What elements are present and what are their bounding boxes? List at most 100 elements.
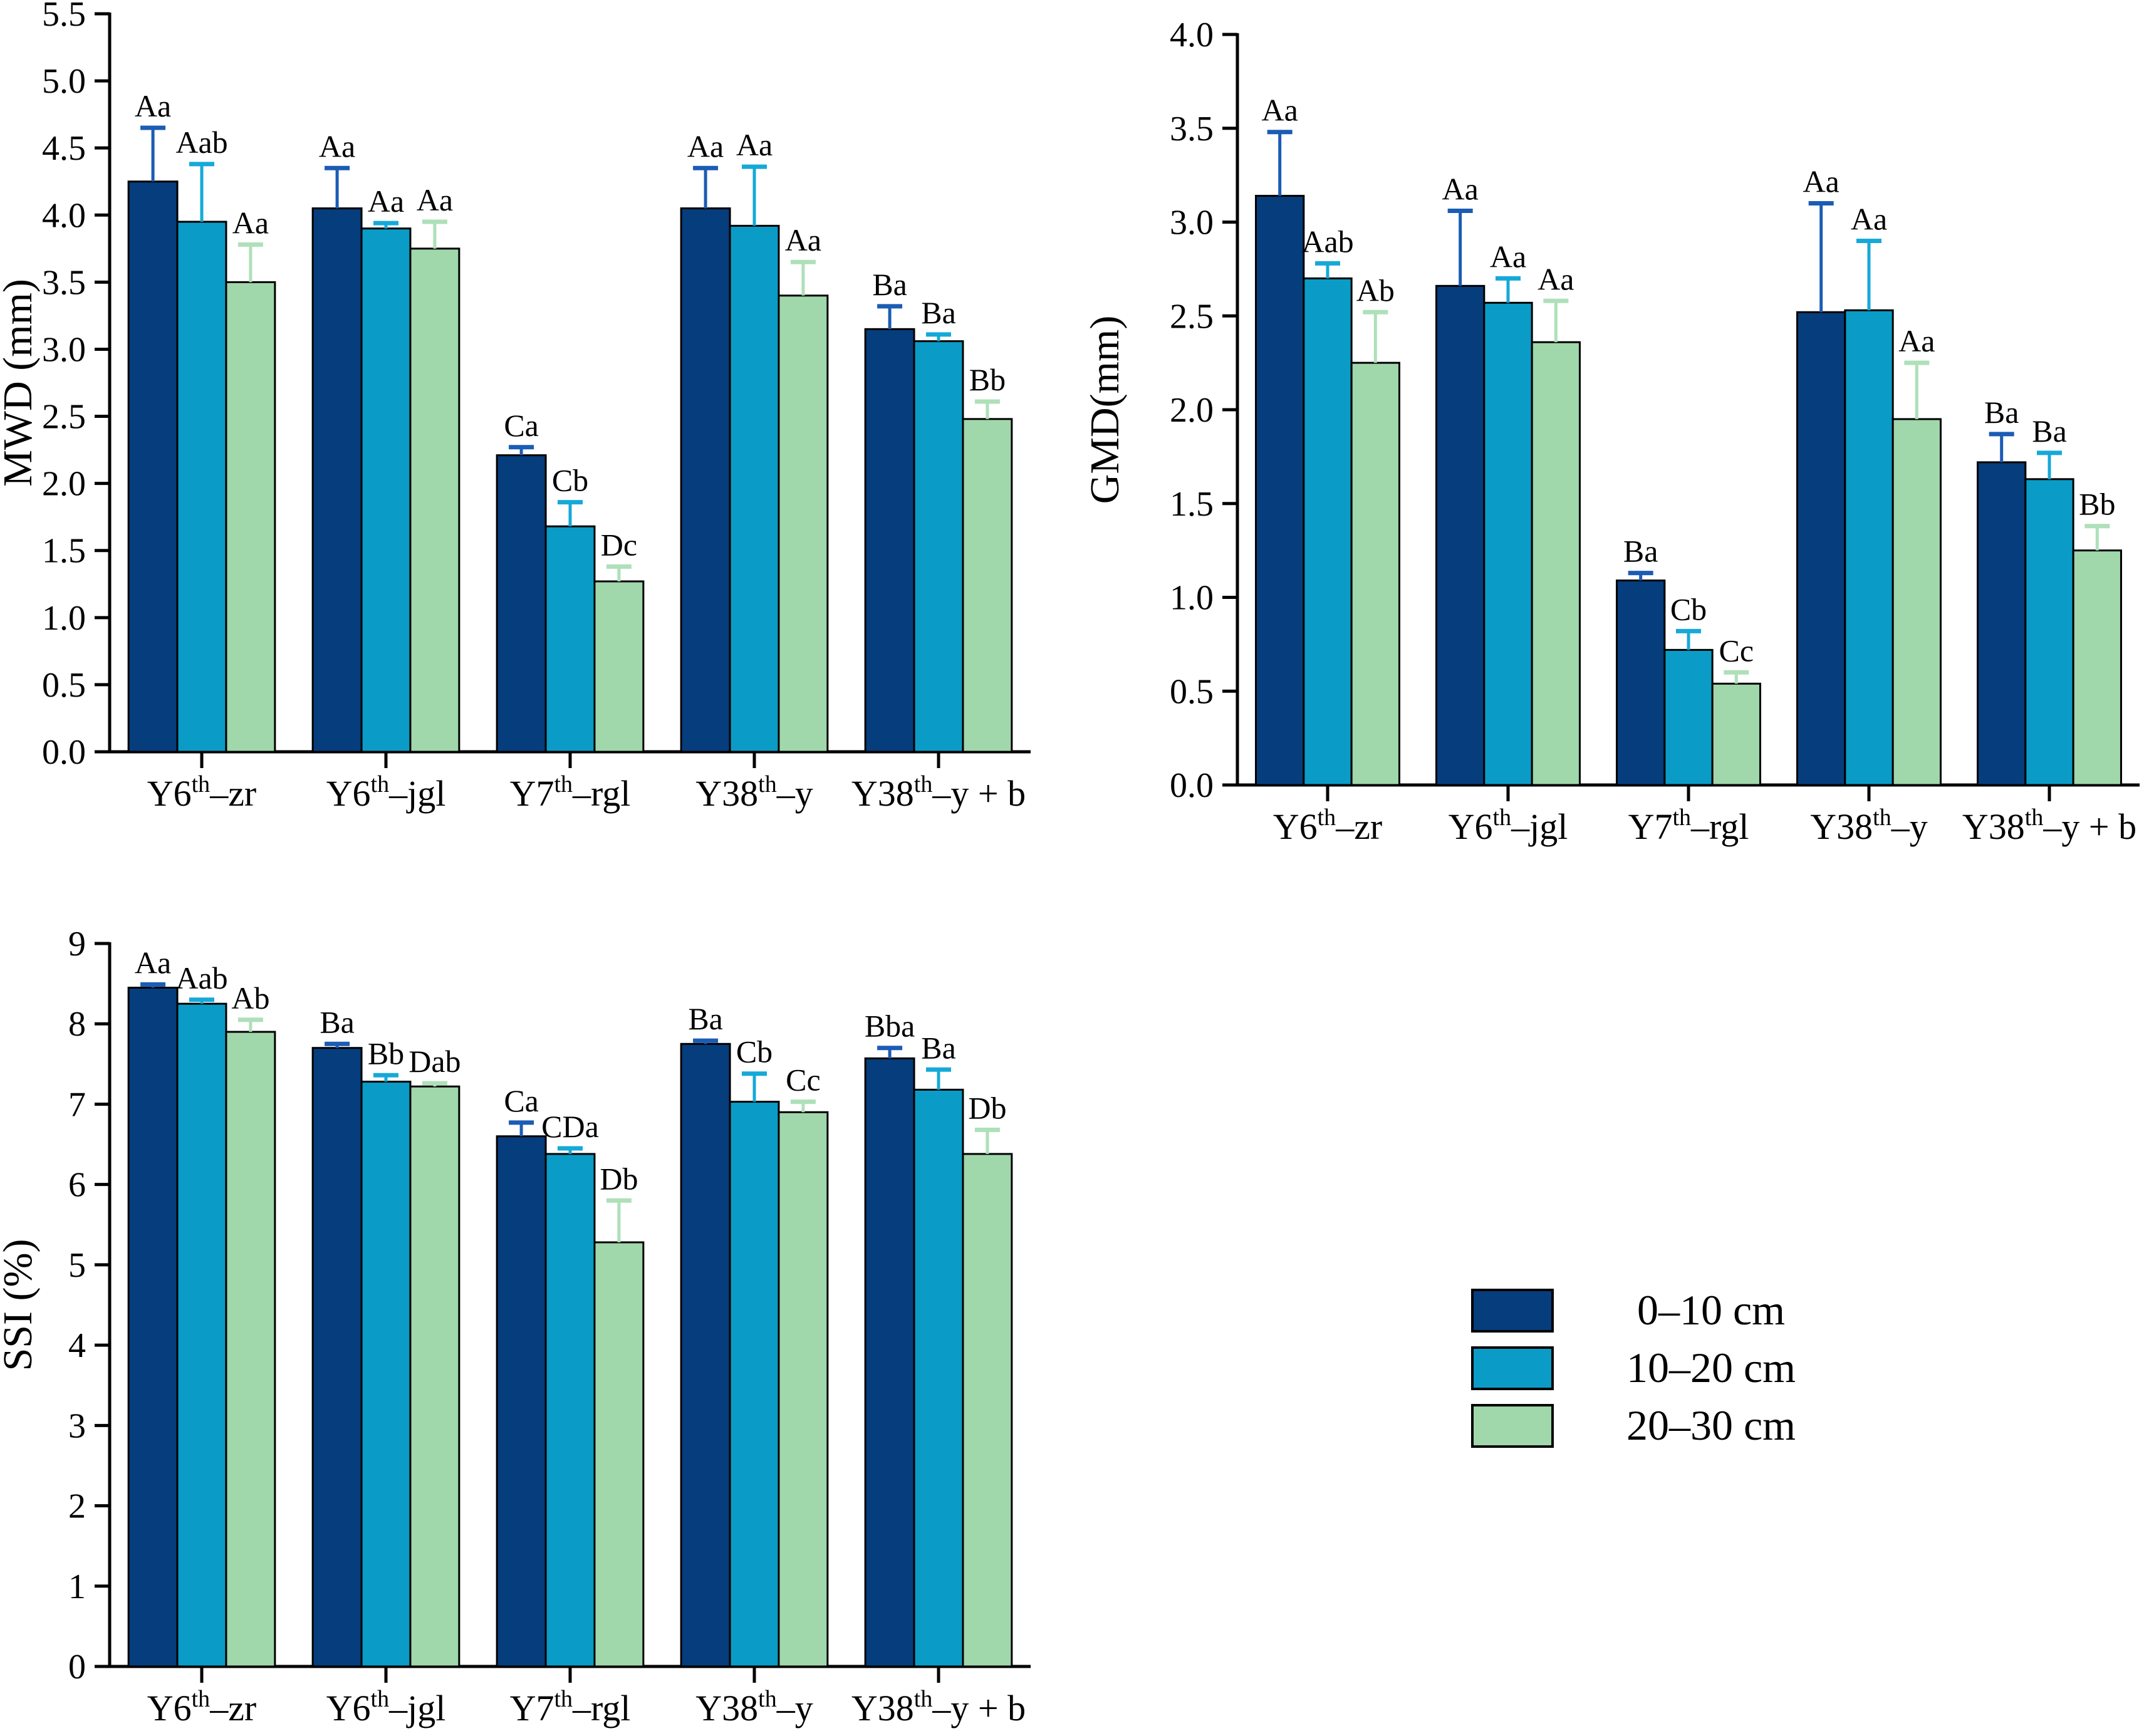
x-tick-label: Y38th–y + b [1962, 804, 2136, 847]
y-tick-label: 5 [68, 1246, 86, 1285]
bar [1891, 418, 1942, 786]
significance-label: Db [968, 1090, 1006, 1125]
significance-label: Bb [368, 1036, 404, 1071]
y-tick-label: 1.0 [1170, 579, 1214, 618]
legend-swatch-0-10cm [1471, 1288, 1554, 1333]
y-tick-label: 4.0 [1170, 16, 1214, 55]
bar [496, 454, 547, 753]
significance-label: Ca [504, 408, 539, 443]
y-tick-label: 5.5 [42, 0, 86, 34]
significance-label: Aa [1490, 239, 1526, 274]
bar [1844, 309, 1894, 786]
significance-label: Aa [1442, 172, 1479, 207]
significance-label: Ba [921, 1030, 956, 1065]
significance-label: Ba [1623, 534, 1658, 569]
significance-label: Dab [408, 1044, 460, 1079]
bar [1303, 277, 1353, 786]
significance-label: Aa [785, 222, 821, 257]
significance-label: Aa [1262, 93, 1298, 128]
x-tick-label: Y6th–jgl [1449, 804, 1568, 847]
bar [2072, 549, 2122, 786]
bar [864, 328, 915, 753]
bar [311, 207, 363, 753]
significance-label: Ab [1356, 273, 1395, 308]
bar [225, 1031, 276, 1668]
significance-label: Aa [232, 205, 269, 240]
legend-label: 20–30 cm [1626, 1401, 1796, 1449]
bar [360, 227, 412, 753]
y-tick-label: 0.5 [1170, 672, 1214, 711]
bar [1483, 301, 1533, 786]
significance-label: Cb [552, 463, 588, 498]
bar [962, 418, 1013, 753]
y-tick-label: 4.5 [42, 129, 86, 168]
significance-label: Db [600, 1161, 638, 1196]
bar [127, 180, 179, 753]
significance-label: Ba [921, 295, 956, 330]
y-tick-label: 2.0 [1170, 391, 1214, 430]
y-axis-title: MWD (mm) [0, 279, 41, 487]
significance-label: Ab [231, 980, 269, 1016]
y-tick-label: 7 [68, 1085, 86, 1124]
y-tick-label: 3.0 [1170, 204, 1214, 242]
y-tick-label: 9 [68, 925, 86, 964]
bar [496, 1135, 547, 1668]
y-tick-label: 3.0 [42, 330, 86, 369]
significance-label: Ca [504, 1083, 539, 1118]
significance-label: Ba [872, 267, 907, 302]
legend-item: 10–20 cm [1471, 1343, 1846, 1393]
y-axis-title: SSI (%) [0, 1239, 41, 1371]
bar [778, 1111, 829, 1668]
y-tick-label: 2.5 [42, 398, 86, 437]
bar [1350, 361, 1400, 786]
y-tick-label: 6 [68, 1166, 86, 1205]
significance-label: Aab [175, 960, 227, 995]
legend: 0–10 cm 10–20 cm 20–30 cm [1471, 1286, 1846, 1450]
y-tick-label: 8 [68, 1005, 86, 1044]
x-tick-label: Y6th–jgl [326, 1686, 446, 1728]
significance-label: Aa [687, 128, 724, 164]
x-tick-label: Y6th–zr [147, 1686, 257, 1728]
gmd-bar-chart: 0.0 0.5 1.0 1.5 2.0 2.5 3.0 3.5 4.0 GMD(mm) Y6th–z… [1082, 16, 2140, 847]
y-tick-label: 2.5 [1170, 297, 1214, 336]
bar [864, 1057, 915, 1668]
mwd-bar-chart: 0.0 0.5 1.0 1.5 2.0 2.5 3.0 3.5 4.0 4.5 5.0 5.5 MWD … [0, 0, 1031, 814]
significance-label: Ba [2032, 413, 2067, 449]
significance-label: Dc [601, 527, 637, 562]
x-tick-label: Y7th–rgl [510, 771, 631, 814]
bar [176, 221, 227, 753]
significance-label: Aa [319, 128, 355, 164]
significance-label: Aa [135, 945, 171, 980]
x-tick-label: Y6th–zr [147, 771, 257, 814]
y-tick-label: 2.0 [42, 465, 86, 504]
bar [593, 580, 645, 753]
bar [680, 1042, 731, 1668]
bar [311, 1047, 363, 1668]
y-tick-label: 1 [68, 1567, 86, 1606]
bar [729, 224, 780, 753]
significance-label: Ba [688, 1001, 723, 1036]
y-tick-label: 5.0 [42, 62, 86, 101]
significance-label: CDa [541, 1109, 599, 1144]
significance-label: Aa [417, 182, 453, 217]
x-tick-label: Y7th–rgl [1628, 804, 1749, 847]
bar [225, 281, 276, 753]
significance-label: Aa [135, 88, 171, 123]
significance-label: Ba [1984, 395, 2019, 430]
bar [2024, 478, 2074, 786]
significance-label: Aa [1851, 201, 1887, 236]
significance-label: Cc [1719, 633, 1754, 668]
bar [544, 525, 596, 753]
bar [1796, 311, 1846, 786]
significance-label: Aa [736, 127, 773, 162]
bar [1663, 648, 1714, 786]
y-tick-label: 1.0 [42, 599, 86, 638]
legend-item: 20–30 cm [1471, 1401, 1846, 1450]
bar [1255, 195, 1305, 786]
bar [127, 987, 179, 1668]
x-tick-label: Y38th–y + b [851, 771, 1026, 814]
y-tick-label: 0.0 [42, 733, 86, 772]
y-axis-title: GMD(mm) [1082, 316, 1128, 504]
